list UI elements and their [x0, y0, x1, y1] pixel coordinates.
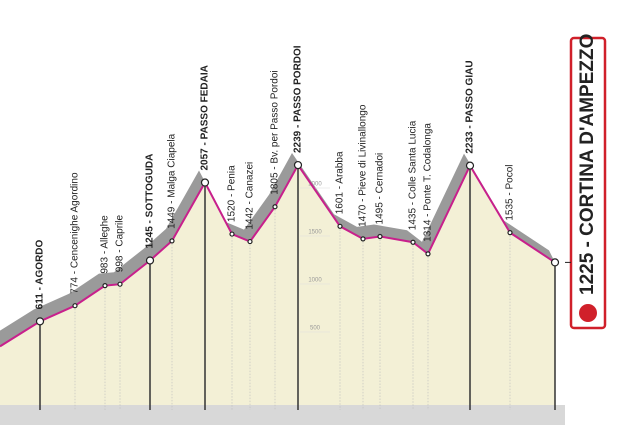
point-label: 1442 - Canazei — [245, 162, 256, 230]
point-marker — [35, 317, 45, 326]
point-marker — [72, 303, 78, 309]
ground — [0, 165, 555, 425]
finish-label: 1225 - CORTINA D'AMPEZZO — [569, 34, 607, 330]
point-label: 611 - AGORDO — [35, 239, 46, 309]
point-marker — [102, 283, 108, 289]
point-label: 1435 - Colle Santa Lucia — [408, 120, 419, 230]
point-label: 1520 - Penia — [227, 165, 238, 222]
point-label: 1314 - Ponte T. Codalonga — [423, 123, 434, 242]
point-label: 1805 - Bv. per Passo Pordoi — [270, 70, 281, 194]
point-marker — [360, 236, 366, 242]
point-marker — [550, 258, 560, 267]
point-label: 1245 - SOTTOGUDA — [145, 154, 156, 249]
point-label: 1601 - Arabba — [335, 151, 346, 214]
y-tick-label: 2000 — [308, 182, 322, 188]
point-marker — [410, 239, 416, 245]
point-marker — [337, 223, 343, 229]
point-label: 998 - Caprile — [115, 215, 126, 273]
finish-box — [569, 36, 607, 330]
relief — [0, 153, 555, 347]
point-label: 1449 - Malga Ciapela — [167, 133, 178, 228]
base-band — [0, 405, 565, 425]
point-marker — [169, 238, 175, 244]
point-label: 1470 - Pieve di Livinallongo — [358, 104, 369, 227]
point-marker — [293, 160, 303, 170]
point-marker — [465, 161, 475, 170]
point-marker — [117, 281, 123, 287]
point-label: 2239 - PASSO PORDOI — [293, 45, 304, 153]
point-marker — [377, 233, 383, 240]
point-marker — [145, 256, 155, 265]
point-marker — [200, 178, 210, 187]
point-marker — [247, 238, 253, 245]
finish-text: 1225 - CORTINA D'AMPEZZO — [577, 34, 598, 295]
point-marker — [425, 251, 431, 257]
point-marker — [229, 231, 235, 237]
y-tick-label: 1500 — [308, 230, 322, 236]
y-tick-label: 500 — [310, 326, 321, 332]
point-label: 774 - Cencenighe Agordino — [70, 172, 81, 294]
point-label: 1495 - Cernadoi — [375, 153, 386, 225]
point-label: 983 - Alleghe — [100, 215, 111, 274]
point-marker — [272, 204, 278, 210]
point-label: 2233 - PASSO GIAU — [465, 60, 476, 153]
finish-icon — [579, 304, 597, 322]
y-tick-label: 1000 — [308, 278, 322, 284]
point-label: 2057 - PASSO FEDAIA — [200, 65, 211, 170]
point-marker — [507, 230, 513, 236]
point-label: 1535 - Pocol — [505, 164, 516, 220]
